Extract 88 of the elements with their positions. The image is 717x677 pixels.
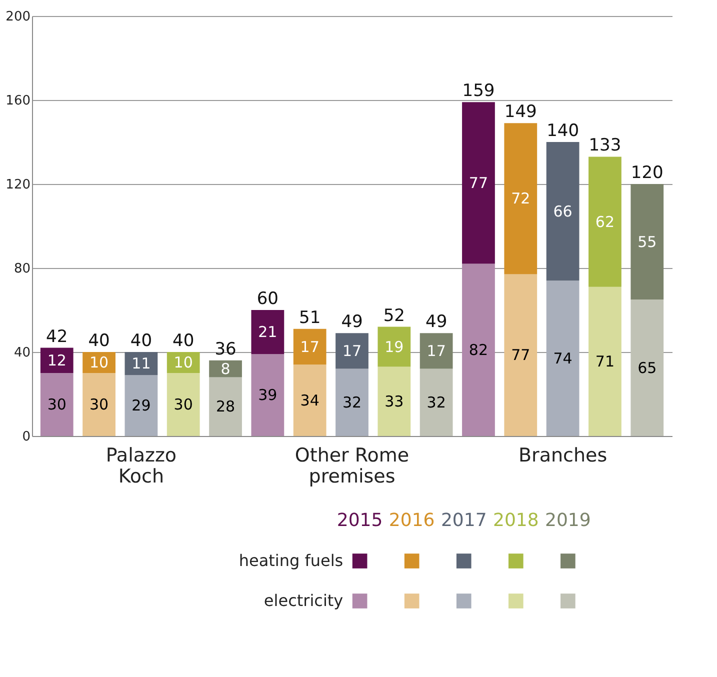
x-tick-label: Branches: [518, 444, 608, 466]
total-label: 40: [88, 331, 110, 351]
total-label: 49: [426, 312, 448, 332]
data-label: 17: [300, 338, 320, 356]
data-label: 17: [342, 342, 362, 360]
total-label: 40: [130, 331, 152, 351]
bar: [630, 184, 664, 300]
data-label: 33: [384, 392, 404, 410]
bar: [293, 364, 326, 436]
bar: [82, 373, 116, 436]
data-label: 66: [553, 202, 572, 220]
total-label: 149: [504, 102, 537, 122]
text: 2017: [440, 510, 487, 531]
total-label: 40: [172, 331, 194, 351]
data-label: 55: [638, 232, 657, 251]
data-label: 39: [258, 386, 278, 404]
legend-label: heating fuels: [238, 551, 344, 570]
y-tick-label: 80: [14, 262, 30, 276]
total-label: 60: [256, 289, 278, 309]
x-tick-label: Palazzo Koch: [106, 444, 177, 488]
total-label: 42: [46, 326, 68, 347]
data-label: 82: [468, 340, 488, 359]
bar: [209, 377, 242, 436]
bar: [166, 373, 200, 436]
bar: [293, 328, 326, 365]
bar: [251, 354, 284, 436]
bar: [588, 286, 622, 436]
text: 2016: [388, 510, 435, 531]
total-label: 52: [383, 306, 405, 326]
data-label: 65: [638, 358, 657, 377]
data-label: 10: [174, 354, 193, 372]
bar: [420, 368, 453, 436]
bar: [336, 368, 368, 436]
text: 2019: [545, 510, 591, 531]
bar: [630, 300, 664, 436]
data-label: 32: [426, 393, 446, 412]
data-label: 28: [216, 398, 236, 416]
data-label: 77: [468, 174, 488, 192]
y-tick-label: 160: [6, 94, 30, 108]
data-label: 17: [426, 342, 446, 360]
data-label: 77: [511, 346, 530, 364]
bar: [462, 264, 495, 436]
bar: [378, 326, 411, 367]
total-label: 140: [546, 121, 580, 141]
data-label: 74: [553, 349, 572, 368]
total-label: 49: [341, 312, 363, 332]
data-label: 11: [132, 354, 151, 373]
bar: [546, 280, 580, 436]
bar: [336, 333, 368, 369]
bar: [251, 310, 284, 354]
bar: [124, 352, 158, 376]
data-label: 8: [220, 360, 230, 378]
bar: [504, 123, 538, 274]
y-tick-label: 120: [6, 178, 30, 192]
bar: [504, 274, 538, 436]
bar: [40, 348, 74, 373]
data-label: 62: [595, 212, 615, 231]
text: 2015: [336, 510, 383, 531]
data-label: 30: [174, 396, 193, 414]
data-label: 29: [132, 396, 151, 415]
bar: [124, 375, 158, 436]
bar: [462, 102, 495, 264]
y-tick-label: 200: [6, 10, 30, 24]
bar: [420, 333, 453, 369]
y-tick-label: 0: [22, 430, 30, 444]
data-label: 34: [300, 391, 320, 410]
bar: [40, 373, 74, 436]
data-label: 19: [384, 338, 404, 356]
text: 2018: [492, 510, 539, 531]
x-tick-label: Other Rome premises: [294, 444, 410, 488]
legend-label: electricity: [264, 591, 344, 610]
data-label: 72: [511, 190, 530, 208]
total-label: 133: [588, 136, 622, 156]
bar: [588, 156, 622, 287]
total-label: 120: [630, 163, 664, 183]
data-label: 30: [89, 396, 109, 414]
data-label: 71: [595, 352, 615, 370]
total-label: 51: [299, 308, 321, 328]
data-label: 32: [342, 393, 362, 412]
total-label: 159: [462, 81, 495, 102]
total-label: 36: [214, 339, 236, 360]
bar: [546, 142, 580, 281]
data-label: 30: [47, 396, 66, 414]
y-tick-label: 40: [14, 346, 30, 360]
data-label: 10: [89, 354, 109, 372]
data-label: 12: [47, 351, 66, 370]
data-label: 21: [258, 323, 278, 342]
bar: [378, 366, 411, 436]
